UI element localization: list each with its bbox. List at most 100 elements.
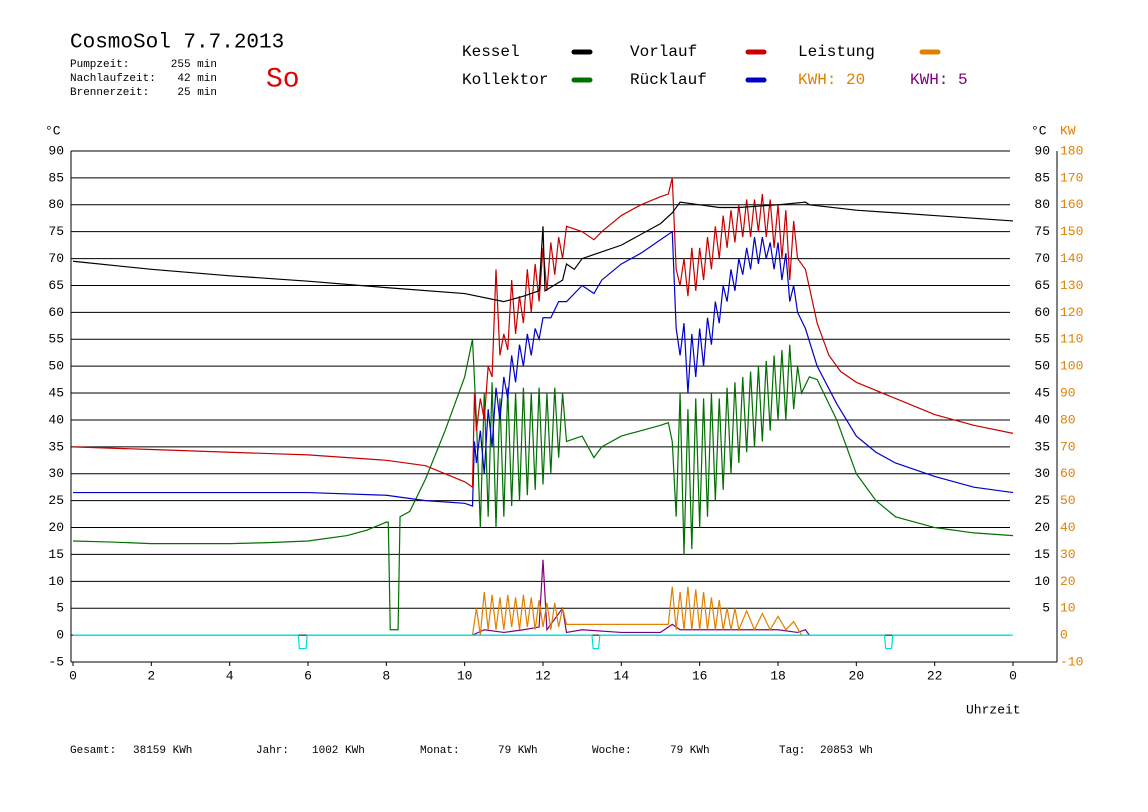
series-line bbox=[72, 339, 1014, 631]
x-tick-label: 8 bbox=[382, 668, 390, 683]
y-tick-label-right: 65 bbox=[1034, 278, 1050, 293]
footer-label: Jahr: bbox=[256, 745, 289, 757]
y2-tick-label: 150 bbox=[1060, 224, 1083, 239]
x-tick-label: 10 bbox=[457, 668, 473, 683]
footer-value: 1002 KWh bbox=[312, 745, 365, 757]
y-unit-right: °C bbox=[1031, 123, 1047, 138]
footer-label: Woche: bbox=[592, 745, 632, 757]
y-tick-label: 25 bbox=[48, 493, 64, 508]
y2-tick-label: 140 bbox=[1060, 251, 1083, 266]
y-tick-label: 5 bbox=[56, 601, 64, 616]
info-value: 255 min bbox=[171, 59, 217, 71]
y2-tick-label: 70 bbox=[1060, 439, 1076, 454]
y2-tick-label: 120 bbox=[1060, 305, 1083, 320]
x-tick-label: 0 bbox=[1009, 668, 1017, 683]
y2-tick-label: 50 bbox=[1060, 493, 1076, 508]
x-tick-label: 12 bbox=[535, 668, 551, 683]
y-tick-label-right: 60 bbox=[1034, 305, 1050, 320]
info-value: 42 min bbox=[177, 73, 217, 85]
y-tick-label: 10 bbox=[48, 574, 64, 589]
y2-tick-label: 100 bbox=[1060, 359, 1083, 374]
x-tick-label: 6 bbox=[304, 668, 312, 683]
footer-value: 79 KWh bbox=[670, 745, 710, 757]
y-tick-label: 0 bbox=[56, 628, 64, 643]
footer-label: Gesamt: bbox=[70, 745, 116, 757]
y-tick-label: -5 bbox=[48, 654, 64, 669]
y2-tick-label: 180 bbox=[1060, 143, 1083, 158]
y-tick-label-right: 40 bbox=[1034, 412, 1050, 427]
x-tick-label: 14 bbox=[614, 668, 630, 683]
y2-tick-label: 90 bbox=[1060, 385, 1076, 400]
footer-value: 20853 Wh bbox=[820, 745, 873, 757]
y2-tick-label: 80 bbox=[1060, 412, 1076, 427]
y-tick-label-right: 75 bbox=[1034, 224, 1050, 239]
x-tick-label: 4 bbox=[226, 668, 234, 683]
y-tick-label: 20 bbox=[48, 520, 64, 535]
y2-tick-label: 130 bbox=[1060, 278, 1083, 293]
y2-tick-label: 60 bbox=[1060, 466, 1076, 481]
series-line bbox=[72, 201, 1014, 303]
y-tick-label: 80 bbox=[48, 197, 64, 212]
y-tick-label: 40 bbox=[48, 412, 64, 427]
series-line bbox=[472, 559, 810, 636]
x-tick-label: 22 bbox=[927, 668, 943, 683]
info-label: Nachlaufzeit: bbox=[70, 73, 156, 85]
y-tick-label: 60 bbox=[48, 305, 64, 320]
y-tick-label: 75 bbox=[48, 224, 64, 239]
legend-label: Rücklauf bbox=[630, 71, 707, 89]
x-tick-label: 0 bbox=[69, 668, 77, 683]
day-label: So bbox=[266, 64, 300, 95]
y-tick-label: 50 bbox=[48, 359, 64, 374]
info-value: 25 min bbox=[177, 87, 217, 99]
y-tick-label: 90 bbox=[48, 143, 64, 158]
y2-tick-label: -10 bbox=[1060, 654, 1083, 669]
x-tick-label: 18 bbox=[770, 668, 786, 683]
y-tick-label-right: 25 bbox=[1034, 493, 1050, 508]
y-tick-label-right: 20 bbox=[1034, 520, 1050, 535]
y2-tick-label: 170 bbox=[1060, 170, 1083, 185]
y2-tick-label: 0 bbox=[1060, 628, 1068, 643]
y-tick-label-right: 5 bbox=[1042, 601, 1050, 616]
y-tick-label-right: 85 bbox=[1034, 170, 1050, 185]
legend-label: Kollektor bbox=[462, 71, 548, 89]
legend-label: Leistung bbox=[798, 43, 875, 61]
footer-label: Tag: bbox=[779, 745, 805, 757]
y2-tick-label: 40 bbox=[1060, 520, 1076, 535]
kwh-label: KWH: 20 bbox=[798, 71, 865, 89]
legend-label: Kessel bbox=[462, 43, 520, 61]
y-tick-label: 85 bbox=[48, 170, 64, 185]
chart-title: CosmoSol 7.7.2013 bbox=[70, 32, 284, 55]
y-tick-label: 45 bbox=[48, 385, 64, 400]
footer-value: 79 KWh bbox=[498, 745, 538, 757]
y-tick-label-right: 45 bbox=[1034, 385, 1050, 400]
series-line bbox=[72, 177, 1014, 489]
y-tick-label-right: 50 bbox=[1034, 359, 1050, 374]
y2-tick-label: 110 bbox=[1060, 332, 1083, 347]
y-tick-label: 15 bbox=[48, 547, 64, 562]
y2-unit: KW bbox=[1060, 123, 1076, 138]
y-unit: °C bbox=[45, 123, 61, 138]
y-tick-label-right: 30 bbox=[1034, 466, 1050, 481]
y-tick-label: 55 bbox=[48, 332, 64, 347]
legend-label: Vorlauf bbox=[630, 43, 697, 61]
y-tick-label: 35 bbox=[48, 439, 64, 454]
y2-tick-label: 160 bbox=[1060, 197, 1083, 212]
y-tick-label-right: 90 bbox=[1034, 143, 1050, 158]
x-tick-label: 16 bbox=[692, 668, 708, 683]
info-label: Brennerzeit: bbox=[70, 87, 149, 99]
y-tick-label-right: 15 bbox=[1034, 547, 1050, 562]
y2-tick-label: 20 bbox=[1060, 574, 1076, 589]
y-tick-label-right: 35 bbox=[1034, 439, 1050, 454]
y2-tick-label: 30 bbox=[1060, 547, 1076, 562]
info-label: Pumpzeit: bbox=[70, 59, 129, 71]
series-line bbox=[471, 586, 803, 636]
series-line bbox=[73, 230, 1014, 507]
y-tick-label: 65 bbox=[48, 278, 64, 293]
y-tick-label: 30 bbox=[48, 466, 64, 481]
y2-tick-label: 10 bbox=[1060, 601, 1076, 616]
y-tick-label-right: 55 bbox=[1034, 332, 1050, 347]
y-tick-label-right: 80 bbox=[1034, 197, 1050, 212]
y-tick-label: 70 bbox=[48, 251, 64, 266]
